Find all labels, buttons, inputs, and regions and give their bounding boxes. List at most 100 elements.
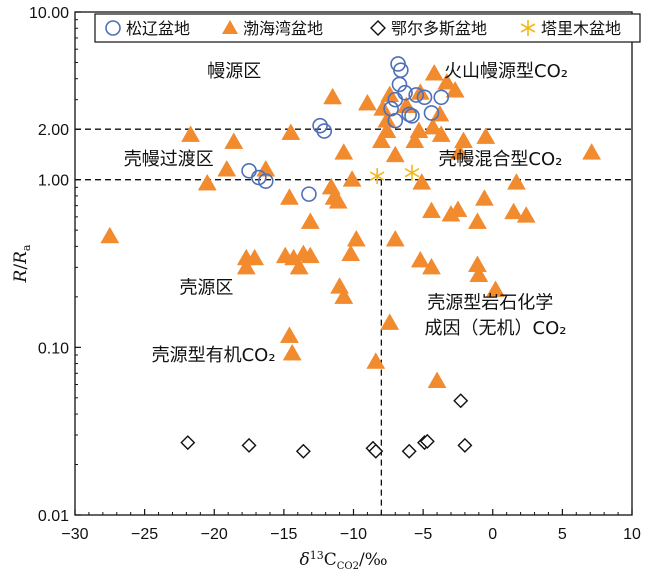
data-points	[100, 56, 602, 459]
legend-label: 渤海湾盆地	[243, 19, 323, 38]
legend-entry: 松辽盆地	[105, 19, 190, 38]
region-label: 壳源型有机CO₂	[152, 345, 276, 366]
ordos-point	[401, 443, 417, 459]
bohaiwan-point	[321, 177, 341, 195]
legend-triangle-icon	[222, 20, 238, 34]
bohaiwan-point	[410, 250, 430, 268]
bohaiwan-point	[323, 87, 343, 105]
axes: −30 −25 −20 −15 −10 −5 0 5 10 0.01 0.10 1.00 2.00 10.…	[11, 5, 641, 572]
bohaiwan-point	[224, 132, 244, 149]
bohaiwan-point	[454, 131, 473, 149]
tarim-point	[369, 168, 385, 185]
legend-diamond-icon	[370, 20, 386, 36]
x-tick-label: 0	[488, 526, 497, 543]
bohaiwan-point	[371, 131, 391, 149]
songliao-point	[401, 106, 418, 123]
bohaiwan-point	[217, 159, 237, 177]
ordos-point	[419, 433, 435, 449]
tarim-point	[404, 164, 420, 181]
songliao-point	[391, 76, 408, 93]
bohaiwan-point	[582, 143, 602, 160]
legend-circle-icon	[105, 20, 121, 36]
songliao-point	[301, 186, 317, 202]
x-tick-label: 5	[558, 526, 567, 543]
bohaiwan-point	[289, 257, 309, 275]
y-axis-title-part: R	[11, 269, 31, 283]
bohaiwan-point	[469, 265, 489, 283]
bohaiwan-point	[300, 246, 320, 264]
x-tick-label: −20	[201, 526, 228, 543]
songliao-point	[423, 105, 440, 121]
tarim-star-stroke	[404, 168, 420, 178]
bohaiwan-point	[437, 72, 457, 90]
x-tick-label: −5	[414, 526, 432, 543]
bohaiwan-point	[422, 201, 441, 219]
songliao-point	[312, 117, 328, 134]
bohaiwan-point	[431, 125, 451, 142]
bohaiwan-point	[449, 143, 469, 160]
bohaiwan-point	[476, 127, 496, 144]
legend-entry: 渤海湾盆地	[222, 19, 323, 38]
x-tick-label: −15	[270, 526, 297, 543]
tarim-star-stroke	[369, 171, 385, 181]
bohaiwan-point	[280, 326, 299, 343]
bohaiwan-point	[280, 188, 299, 205]
y-axis-title-part: /	[11, 264, 31, 270]
region-label: 幔源区	[207, 61, 261, 82]
bohaiwan-point	[300, 212, 320, 229]
songliao-point	[387, 112, 404, 129]
legend-label: 鄂尔多斯盆地	[391, 19, 487, 38]
bohaiwan-point	[506, 173, 526, 190]
bohaiwan-point	[342, 170, 362, 187]
ordos-point	[180, 435, 196, 451]
legend-label: 松辽盆地	[126, 19, 190, 38]
ordos-point	[368, 443, 384, 459]
bohaiwan-point	[423, 117, 443, 135]
ordos-point	[453, 393, 469, 409]
x-axis-title-part: C	[324, 550, 337, 570]
bohaiwan-point	[245, 248, 265, 266]
y-tick-label: 1.00	[38, 173, 69, 190]
y-axis-title-part: R	[11, 251, 31, 265]
bohaiwan-point	[328, 192, 348, 209]
songliao-point	[393, 62, 409, 78]
bohaiwan-point	[341, 244, 361, 262]
region-label: 壳幔过渡区	[124, 149, 214, 170]
ordos-point	[457, 437, 473, 453]
ordos-point	[295, 443, 311, 459]
x-axis-title: δ13CCO2/‰	[299, 549, 387, 572]
legend-entry: 鄂尔多斯盆地	[370, 19, 487, 38]
bohaiwan-point	[346, 229, 366, 247]
plot-frame	[74, 11, 633, 516]
bohaiwan-point	[430, 104, 450, 122]
y-tick-label: 2.00	[38, 122, 69, 139]
y-tick-label: 0.01	[38, 508, 69, 525]
bohaiwan-point	[334, 143, 354, 160]
bohaiwan-point	[236, 257, 256, 275]
bohaiwan-point	[412, 173, 432, 190]
region-label: 壳源型岩石化学	[427, 293, 553, 314]
x-axis-title-part: CO2	[337, 561, 359, 572]
region-label: 壳幔混合型CO₂	[438, 149, 562, 170]
songliao-point	[387, 91, 404, 108]
songliao-point	[257, 173, 274, 189]
bohaiwan-point	[405, 131, 425, 149]
bohaiwan-point	[385, 229, 405, 247]
x-tick-label: −30	[61, 526, 88, 543]
y-axis-title-part: a	[20, 244, 33, 251]
legend-star-icon	[520, 23, 536, 33]
bohaiwan-point	[282, 343, 302, 361]
bohaiwan-point	[373, 99, 393, 116]
bohaiwan-point	[468, 212, 487, 229]
ordos-point	[241, 437, 257, 453]
bohaiwan-point	[486, 280, 505, 297]
legend: 松辽盆地 渤海湾盆地 鄂尔多斯盆地 塔里木盆地	[94, 13, 641, 43]
region-label: 壳源区	[179, 277, 233, 298]
legend-box	[94, 13, 641, 43]
x-tick-label: −10	[340, 526, 367, 543]
y-axis-title: R/Ra	[11, 244, 33, 283]
bohaiwan-point	[380, 313, 400, 330]
bohaiwan-point	[181, 125, 201, 142]
